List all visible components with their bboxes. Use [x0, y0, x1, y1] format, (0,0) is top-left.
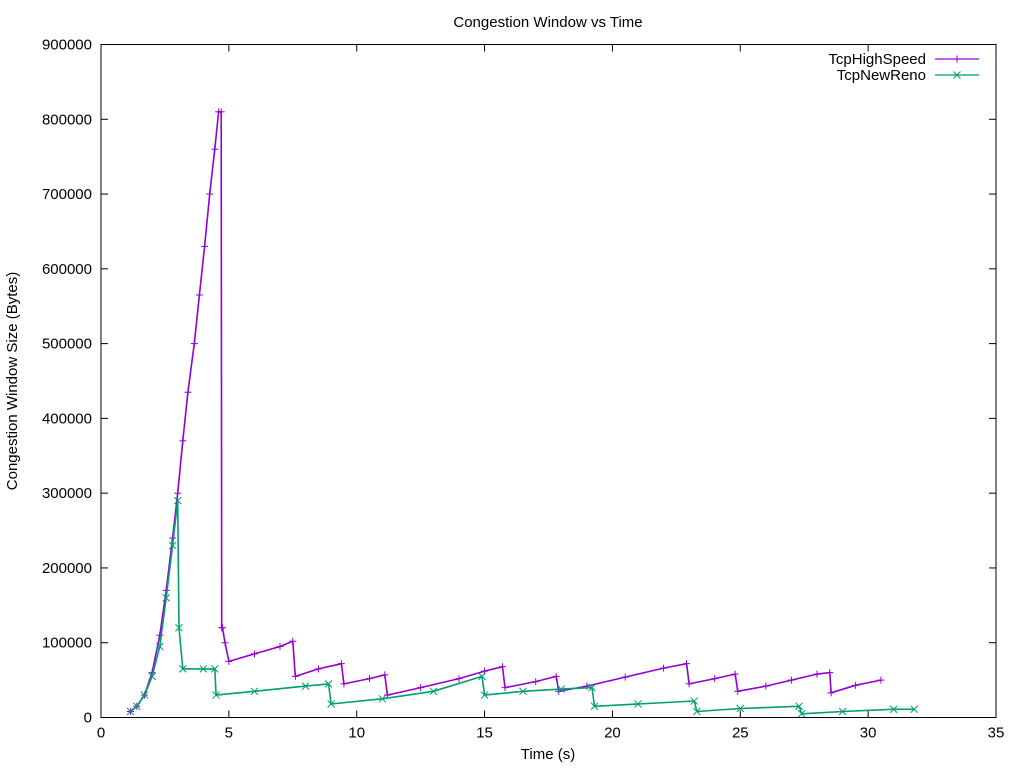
- data-point: [692, 707, 701, 716]
- y-tick-label: 500000: [42, 336, 92, 353]
- data-point: [889, 705, 898, 714]
- y-tick-label: 900000: [42, 37, 92, 54]
- y-tick-label: 700000: [42, 186, 92, 203]
- data-point: [148, 672, 156, 681]
- data-point: [126, 707, 135, 716]
- data-point: [155, 642, 164, 651]
- data-point: [327, 700, 335, 708]
- data-point: [480, 691, 489, 699]
- data-point: [797, 709, 806, 718]
- x-tick-label: 30: [860, 725, 877, 742]
- data-point: [199, 665, 208, 673]
- y-tick-label: 0: [84, 710, 92, 727]
- axis-ticks: 0 5 10 15 20 25 30 35 0 100000 200000 300000 400000 5…: [42, 37, 1004, 742]
- series-line: [129, 111, 882, 713]
- y-tick-label: 200000: [42, 560, 92, 577]
- y-tick-label: 300000: [42, 485, 92, 502]
- data-point: [250, 687, 259, 696]
- data-point: [378, 694, 387, 703]
- data-point: [590, 702, 599, 711]
- x-tick-label: 20: [604, 725, 621, 742]
- y-tick-label: 100000: [42, 635, 92, 652]
- plot-frame: [100, 44, 997, 718]
- data-point: [175, 623, 183, 632]
- y-tick-label: 600000: [42, 261, 92, 278]
- x-tick-label: 15: [476, 725, 493, 742]
- data-point: [634, 700, 642, 708]
- y-axis-label: Congestion Window Size (Bytes): [4, 272, 21, 490]
- series-TcpNewReno: [126, 496, 919, 718]
- data-point: [478, 672, 486, 681]
- x-axis-label: Time (s): [521, 746, 575, 763]
- chart-title: Congestion Window vs Time: [453, 14, 642, 31]
- data-point: [736, 704, 745, 713]
- series-layer: [126, 108, 919, 718]
- data-point: [173, 496, 182, 505]
- legend-label: TcpNewReno: [837, 67, 926, 84]
- data-point: [588, 683, 596, 692]
- data-point: [519, 687, 527, 696]
- x-tick-label: 5: [225, 725, 233, 742]
- data-point: [168, 541, 177, 550]
- data-point: [210, 665, 219, 673]
- data-point: [910, 705, 919, 714]
- data-point: [953, 71, 961, 79]
- data-point: [212, 691, 220, 699]
- legend-label: TcpHighSpeed: [828, 51, 926, 68]
- data-point: [140, 691, 149, 699]
- data-point: [301, 682, 310, 690]
- data-point: [557, 685, 566, 693]
- x-tick-label: 0: [97, 725, 105, 742]
- data-point: [132, 702, 141, 711]
- data-point: [429, 687, 438, 696]
- data-point: [690, 697, 699, 705]
- data-point: [178, 665, 187, 673]
- y-tick-label: 400000: [42, 410, 92, 427]
- x-tick-label: 10: [348, 725, 365, 742]
- x-tick-label: 25: [732, 725, 749, 742]
- y-tick-label: 800000: [42, 111, 92, 128]
- x-tick-label: 35: [988, 725, 1005, 742]
- data-point: [324, 679, 333, 688]
- series-TcpHighSpeed: [126, 108, 885, 716]
- series-line: [129, 499, 915, 715]
- data-point: [795, 702, 803, 711]
- data-point: [838, 707, 847, 716]
- data-point: [162, 594, 171, 602]
